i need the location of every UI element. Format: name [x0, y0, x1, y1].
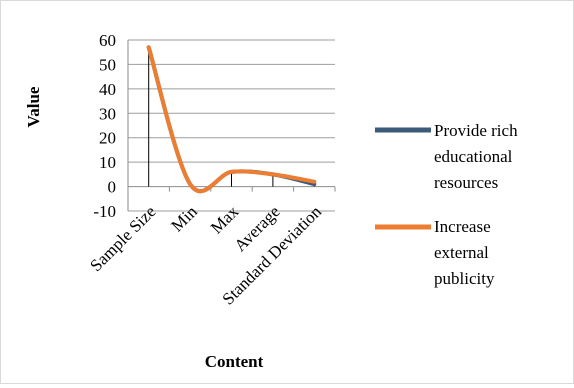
legend-label-series-1-line-1: Provide rich: [434, 121, 518, 140]
y-tick-label: 10: [99, 153, 116, 172]
legend-label-series-2: Increase external publicity: [434, 217, 495, 288]
y-tick-labels: 60 50 40 30 20 10 0 -10: [93, 31, 116, 221]
gridlines: [127, 39, 336, 212]
y-tick-label: 30: [99, 104, 116, 123]
x-axis-title: Content: [205, 352, 264, 371]
series-line-1: [146, 45, 317, 194]
series-lines: [146, 45, 317, 194]
legend-label-series-1-line-3: resources: [434, 173, 498, 192]
legend-label-series-2-line-2: external: [434, 243, 489, 262]
x-tick-label: Min: [167, 202, 201, 236]
legend-label-series-1-line-2: educational: [434, 147, 513, 166]
legend-label-series-1: Provide rich educational resources: [434, 121, 522, 192]
x-tick-label: Max: [207, 202, 243, 238]
y-tick-label: 20: [99, 129, 116, 148]
legend: Provide rich educational resources Incre…: [375, 121, 522, 288]
y-tick-label: 60: [99, 31, 116, 50]
y-tick-label: 50: [99, 55, 116, 74]
y-tick-label: -10: [93, 202, 116, 221]
series-line-2: [146, 45, 317, 194]
drop-lines: [148, 47, 315, 187]
y-axis-title: Value: [24, 86, 43, 127]
legend-label-series-2-line-3: publicity: [434, 269, 495, 288]
legend-label-series-2-line-1: Increase: [434, 217, 491, 236]
y-tick-label: 0: [108, 178, 117, 197]
y-tick-label: 40: [99, 80, 116, 99]
